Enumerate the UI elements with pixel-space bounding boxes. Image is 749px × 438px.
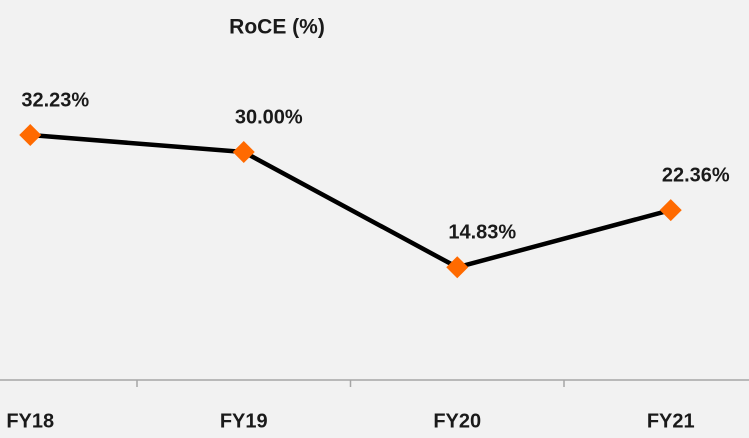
marker: [232, 141, 255, 163]
x-tick-label: FY18: [6, 410, 54, 432]
marker: [659, 199, 682, 222]
x-tick-label: FY21: [647, 410, 695, 432]
data-label: 32.23%: [21, 89, 89, 111]
marker: [446, 256, 469, 279]
line: [30, 132, 672, 270]
chart-title: RoCE (%): [229, 16, 325, 39]
data-label: 14.83%: [448, 222, 516, 244]
data-label: 22.36%: [662, 164, 730, 186]
x-tick-label: FY20: [433, 410, 481, 432]
x-tick-label: FY19: [220, 410, 268, 432]
marker: [19, 124, 42, 147]
data-label: 30.00%: [235, 106, 303, 128]
